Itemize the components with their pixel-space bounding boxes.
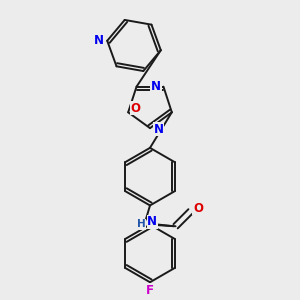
Text: N: N (94, 34, 104, 47)
Text: H: H (137, 219, 146, 229)
Text: N: N (147, 215, 157, 229)
Text: O: O (193, 202, 203, 214)
Text: F: F (146, 284, 154, 297)
Text: N: N (151, 80, 161, 93)
Text: O: O (131, 101, 141, 115)
Text: N: N (154, 123, 164, 136)
